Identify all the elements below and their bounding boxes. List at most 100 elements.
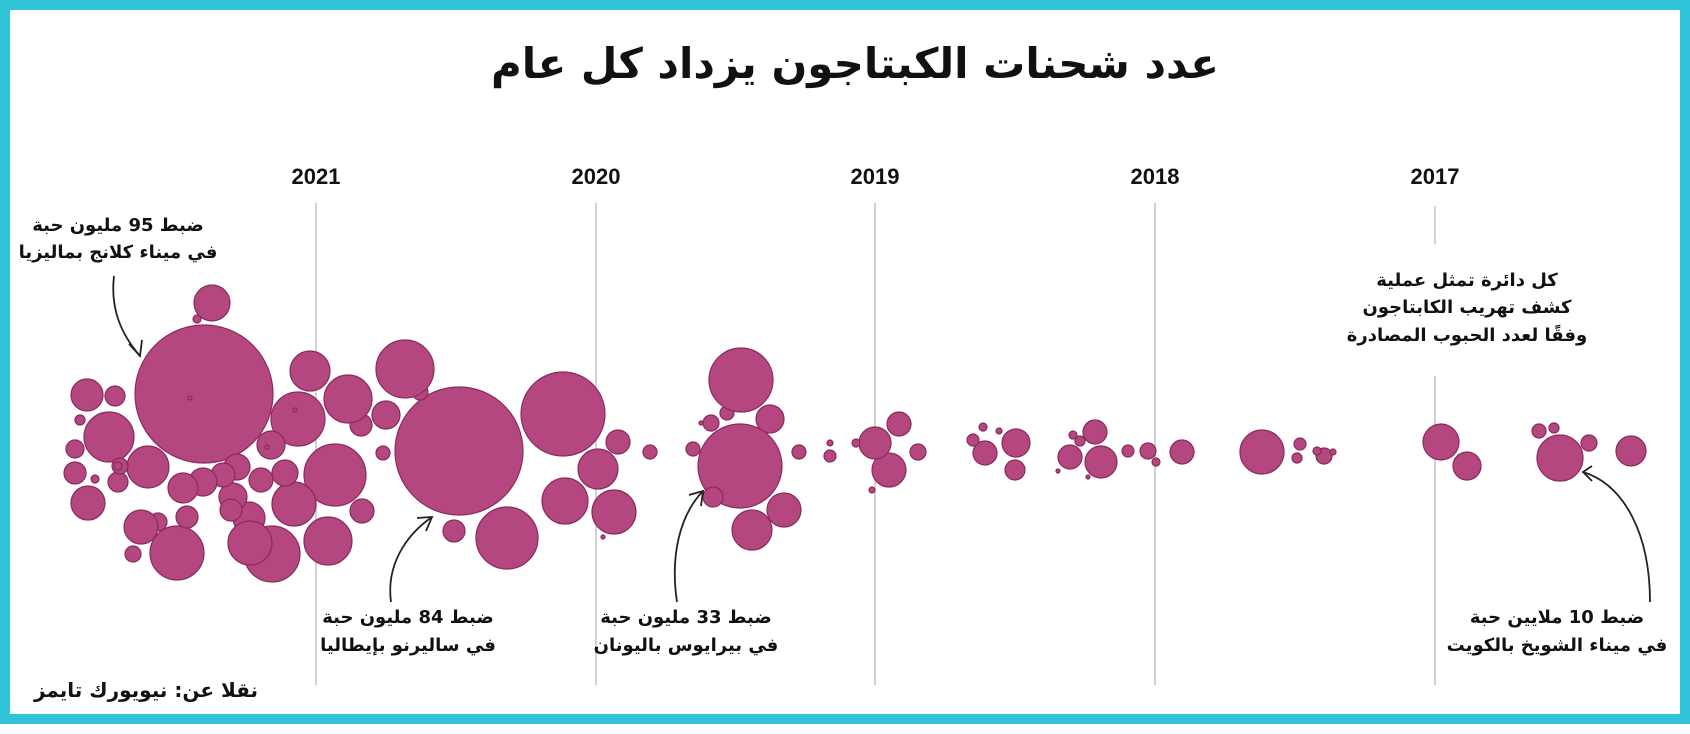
legend-text: كل دائرة تمثل عملية كشف تهريب الكابتاجون… [1347,270,1587,346]
seizure-bubble [271,459,299,487]
seizure-bubble [978,422,988,432]
seizure-bubble [698,420,704,426]
seizure-bubble [1084,445,1118,479]
seizure-bubble [371,400,401,430]
seizure-bubble [107,471,129,493]
seizure-bubble [375,445,391,461]
seizure-bubble [1329,448,1337,456]
seizure-bubble [966,433,980,447]
annotation-2020a-line1: ضبط 33 مليون حبة [600,607,772,628]
legend-line-3: وفقًا لعدد الحبوب المصادرة [1347,324,1587,346]
seizure-bubble [702,486,724,508]
seizure-bubble [323,374,373,424]
seizure-bubble [124,545,142,563]
seizure-bubble [90,474,100,484]
seizure-bubble [270,391,326,447]
seizure-bubble [394,386,524,516]
annotation-2017-line1: ضبط 10 ملايين حبة [1470,607,1644,628]
seizure-bubble [791,444,807,460]
seizure-bubble [475,506,539,570]
seizure-bubble [995,427,1003,435]
seizure-bubble [697,423,783,509]
seizure-bubble [826,439,834,447]
seizure-bubble [227,520,273,566]
seizure-bubble [193,284,231,322]
source-credit: نقلا عن: نيويورك تايمز [33,678,258,702]
year-label-2019: 2019 [851,164,900,189]
seizure-bubble [1580,434,1598,452]
seizure-bubble [591,489,637,535]
seizure-bubble [1169,439,1195,465]
legend-line-1: كل دائرة تمثل عملية [1376,270,1558,291]
seizure-bubble [1536,434,1584,482]
seizure-bubble [755,404,785,434]
seizure-bubble [63,461,87,485]
year-label-2018: 2018 [1131,164,1180,189]
seizure-bubble [264,444,270,450]
annotation-2020a-line2: في بيرايوس باليونان [594,635,779,656]
seizure-bubble [541,477,589,525]
seizure-bubble [1121,444,1135,458]
seizure-bubble [70,485,106,521]
seizure-bubble [271,481,317,527]
seizure-bubble [600,534,606,540]
seizure-bubble [104,385,126,407]
seizure-bubble [74,414,86,426]
seizure-bubble [642,444,658,460]
seizure-bubble [192,314,202,324]
seizure-bubble [149,525,205,581]
annotation-2017-line2: في ميناء الشويخ بالكويت [1447,635,1668,656]
seizure-bubble [303,516,353,566]
year-label-2021: 2021 [292,164,341,189]
seizure-bubble [248,467,274,493]
seizure-bubble [972,440,998,466]
seizure-bubble [289,350,331,392]
seizure-bubble [442,519,466,543]
seizure-bubble [83,411,135,463]
seizure-bubble [1151,457,1161,467]
seizure-bubble [1291,452,1303,464]
seizure-bubble [65,439,85,459]
seizure-bubble [1057,444,1083,470]
seizure-bubble [858,426,892,460]
seizure-bubble [375,339,435,399]
year-labels: 2017 2018 2019 2020 2021 [292,164,1460,189]
seizure-bubble [123,509,159,545]
annotation-arrowhead-2020-italy [416,516,434,532]
seizure-bubble [577,448,619,490]
seizure-bubble [1082,419,1108,445]
seizure-bubble [292,407,298,413]
seizure-bubble [219,498,243,522]
seizure-bubble [520,371,606,457]
seizure-bubble [708,347,774,413]
seizure-bubble [685,441,701,457]
seizure-bubble [303,443,367,507]
seizure-bubble [1422,423,1460,461]
annotation-2021-line1: ضبط 95 مليون حبة [32,215,204,236]
chart-svg: عدد شحنات الكبتاجون يزداد كل عام 2017 20… [19,39,1668,702]
seizure-bubble [113,461,123,471]
seizure-bubble [871,452,907,488]
seizure-bubble [1452,451,1482,481]
annotation-2020-greece: ضبط 33 مليون حبة في بيرايوس باليونان [594,489,779,656]
chart-title: عدد شحنات الكبتاجون يزداد كل عام [491,39,1219,89]
seizure-bubble [766,492,802,528]
seizure-bubble [1239,429,1285,475]
seizure-bubble [175,505,199,529]
annotation-2021-malaysia: ضبط 95 مليون حبة في ميناء كلانج بماليزيا [19,215,217,359]
seizure-bubble [909,443,927,461]
annotation-2020b-line1: ضبط 84 مليون حبة [322,607,494,628]
annotation-arrow-2020-italy [389,516,433,603]
annotation-arrow-2021 [112,275,141,357]
seizure-bubble [1068,430,1078,440]
seizure-bubble [702,414,720,432]
seizure-bubble [1615,435,1647,467]
annotation-arrowhead-2017 [1581,465,1593,482]
seizure-bubble [1001,428,1031,458]
seizure-bubble [1074,435,1086,447]
seizure-bubble [1548,422,1560,434]
seizure-bubble [126,445,170,489]
seizure-bubble [851,438,861,448]
seizure-bubble [256,430,286,460]
seizure-bubble [1055,468,1061,474]
